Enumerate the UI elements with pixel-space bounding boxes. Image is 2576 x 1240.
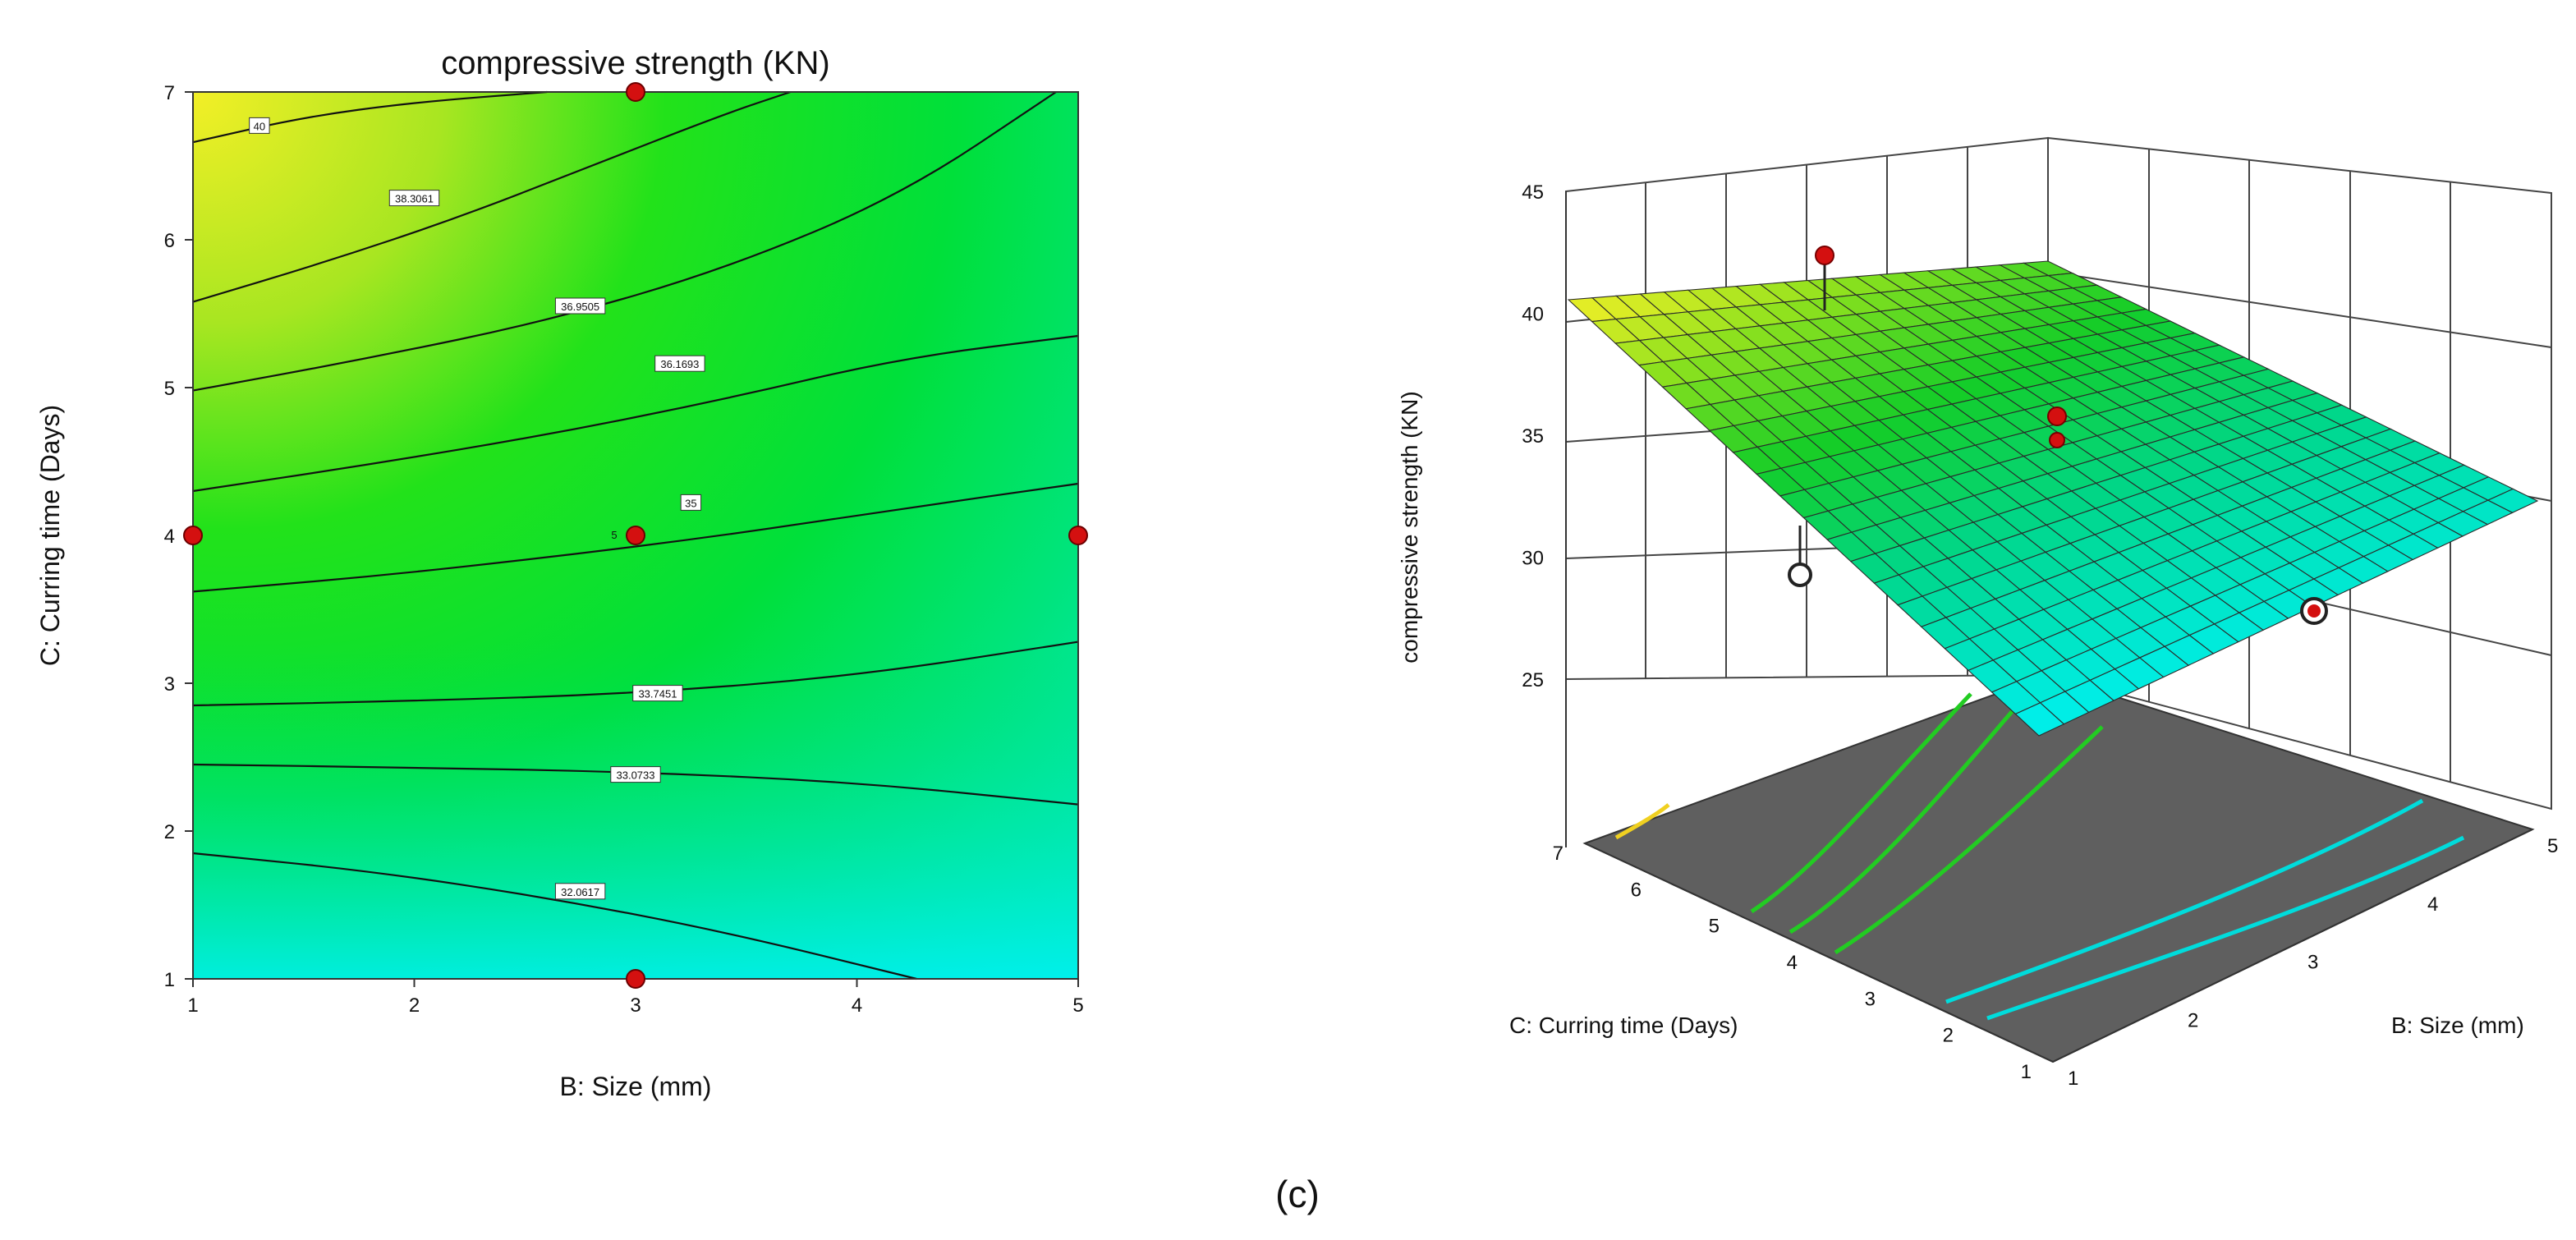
surface-cell xyxy=(2486,488,2539,513)
contour-design-points xyxy=(183,82,1088,989)
x-tick-label: 2 xyxy=(409,994,420,1017)
surface-time-ticks: 1 2 3 4 5 6 7 xyxy=(1553,843,2032,1083)
time-tick-label: 4 xyxy=(1787,952,1798,974)
svg-text:35: 35 xyxy=(685,497,696,509)
contour-level-label: 35 xyxy=(680,494,702,511)
y-tick-label: 1 xyxy=(164,969,175,991)
response-surface xyxy=(1567,260,2539,737)
surface-floor xyxy=(1582,673,2535,1063)
surface-design-points xyxy=(1788,246,2328,625)
time-tick-label: 2 xyxy=(1943,1025,1954,1047)
x-tick-label: 3 xyxy=(630,994,641,1017)
time-tick-label: 3 xyxy=(1865,988,1876,1010)
contour-plot: 4038.306136.950536.16933533.745133.07333… xyxy=(35,45,1088,1101)
panel-label: (c) xyxy=(1275,1173,1320,1215)
contour-line xyxy=(192,641,1079,707)
y-tick-label: 3 xyxy=(164,673,175,696)
contour-x-ticks: 1 2 3 4 5 xyxy=(187,979,1084,1017)
svg-text:36.1693: 36.1693 xyxy=(660,358,699,370)
surface-size-axis-label: B: Size (mm) xyxy=(2391,1013,2524,1038)
svg-text:36.9505: 36.9505 xyxy=(561,301,599,313)
contour-level-label: 36.9505 xyxy=(554,297,606,315)
contour-level-label: 40 xyxy=(249,117,270,134)
x-tick-label: 5 xyxy=(1072,994,1083,1017)
z-tick-label: 25 xyxy=(1522,669,1544,691)
svg-text:40: 40 xyxy=(254,120,265,132)
contour-line xyxy=(192,334,1079,493)
y-tick-label: 2 xyxy=(164,821,175,843)
z-tick-label: 35 xyxy=(1522,425,1544,448)
size-tick-label: 1 xyxy=(2068,1068,2078,1090)
time-tick-label: 1 xyxy=(2021,1061,2032,1083)
surface-size-ticks: 1 2 3 4 5 xyxy=(2068,835,2558,1090)
svg-text:38.3061: 38.3061 xyxy=(395,193,434,205)
y-tick-label: 4 xyxy=(164,526,175,548)
contour-level-label: 38.3061 xyxy=(388,190,440,207)
design-point xyxy=(626,969,645,989)
svg-text:32.0617: 32.0617 xyxy=(561,886,599,898)
contour-level-label: 32.0617 xyxy=(554,883,606,900)
x-tick-label: 4 xyxy=(852,994,862,1017)
contour-line xyxy=(192,90,548,144)
design-point xyxy=(626,526,645,545)
size-tick-label: 3 xyxy=(2307,952,2318,974)
design-point xyxy=(183,526,203,545)
y-tick-label: 6 xyxy=(164,230,175,252)
surface-axes xyxy=(1565,191,2533,1063)
z-tick-label: 40 xyxy=(1522,304,1544,326)
z-tick-label: 30 xyxy=(1522,548,1544,570)
floor-contours xyxy=(1614,692,2465,1021)
time-tick-label: 5 xyxy=(1709,916,1720,938)
size-tick-label: 4 xyxy=(2427,893,2438,916)
contour-title: compressive strength (KN) xyxy=(441,45,829,81)
size-tick-label: 2 xyxy=(2188,1009,2198,1031)
time-tick-label: 7 xyxy=(1553,843,1564,865)
contour-line xyxy=(192,90,791,303)
design-point xyxy=(1068,526,1088,545)
surface-time-axis-label: C: Curring time (Days) xyxy=(1509,1013,1738,1038)
center-point-count: 5 xyxy=(611,529,617,541)
svg-text:33.0733: 33.0733 xyxy=(617,769,655,782)
contour-line xyxy=(192,763,1079,806)
contour-level-label: 33.0733 xyxy=(610,766,661,783)
design-point xyxy=(626,82,645,102)
contour-level-label: 36.1693 xyxy=(654,355,705,372)
contour-y-axis-label: C: Curring time (Days) xyxy=(35,405,65,666)
contour-labels: 40 38.3061 36.9505 36.1693 35 33.7451 33.0733 3… xyxy=(249,117,705,900)
contour-x-axis-label: B: Size (mm) xyxy=(560,1072,712,1101)
surface-z-ticks: 25 30 35 40 45 xyxy=(1522,181,1544,691)
y-tick-label: 7 xyxy=(164,82,175,104)
contour-line xyxy=(192,482,1079,593)
time-tick-label: 6 xyxy=(1631,879,1642,901)
x-tick-label: 1 xyxy=(187,994,198,1017)
size-tick-label: 5 xyxy=(2547,835,2558,857)
y-tick-label: 5 xyxy=(164,378,175,400)
z-tick-label: 45 xyxy=(1522,181,1544,204)
contour-line xyxy=(192,852,917,981)
svg-text:33.7451: 33.7451 xyxy=(638,688,677,700)
surface-z-axis-label: compressive strength (KN) xyxy=(1397,391,1422,663)
contour-level-label: 33.7451 xyxy=(632,685,683,702)
